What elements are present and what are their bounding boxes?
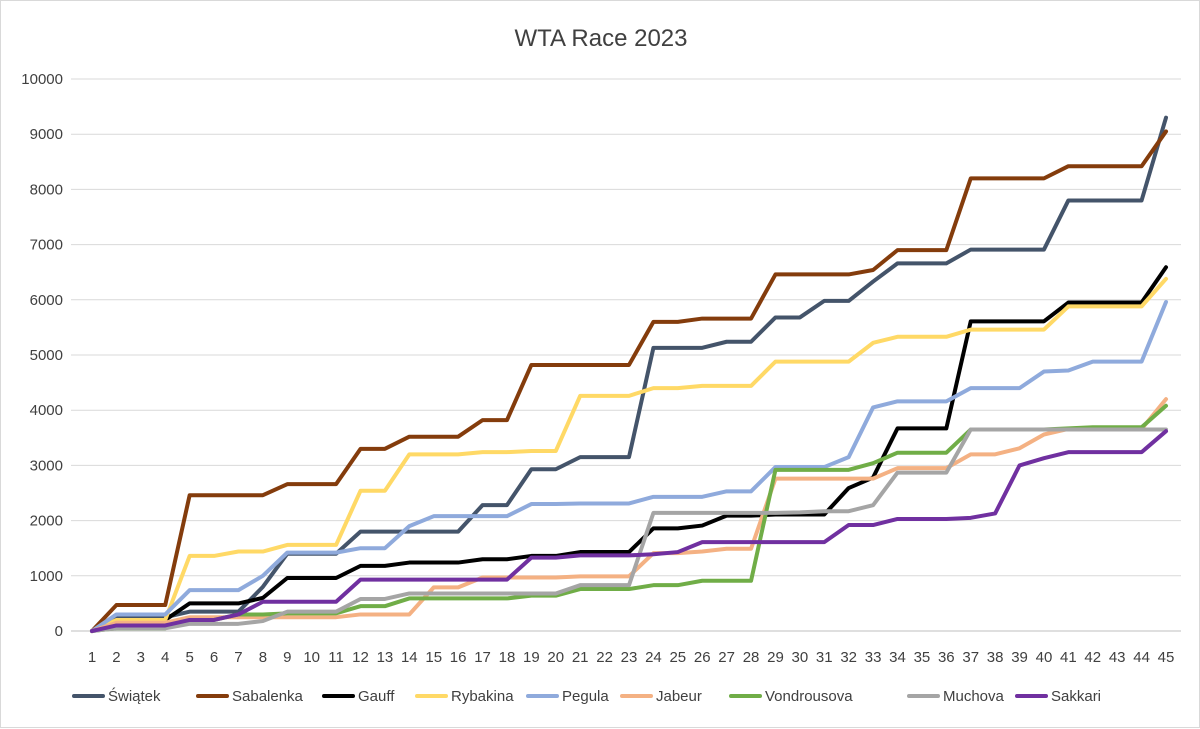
x-tick-label: 26 — [694, 649, 711, 666]
chart-title: WTA Race 2023 — [515, 25, 688, 52]
x-tick-label: 24 — [645, 649, 662, 666]
x-tick-label: 9 — [283, 649, 291, 666]
x-tick-label: 36 — [938, 649, 955, 666]
series-line-4 — [90, 300, 1168, 633]
x-tick-label: 20 — [547, 649, 564, 666]
series-line-0 — [90, 115, 1168, 633]
x-tick-label: 1 — [88, 649, 96, 666]
x-tick-label: 37 — [962, 649, 979, 666]
series-line-2 — [90, 265, 1168, 633]
series-lines — [90, 115, 1168, 633]
legend-label: Vondrousova — [765, 688, 853, 705]
legend-label: Pegula — [562, 688, 609, 705]
y-tick-label: 8000 — [30, 181, 63, 198]
y-tick-label: 6000 — [30, 292, 63, 309]
y-axis-tick-labels: 0 1000 2000 3000 4000 5000 6000 7000 8000 9000 100… — [21, 71, 63, 640]
y-tick-label: 1000 — [30, 568, 63, 585]
x-tick-label: 23 — [621, 649, 638, 666]
x-tick-label: 11 — [328, 649, 344, 666]
x-tick-label: 17 — [474, 649, 491, 666]
x-tick-label: 31 — [816, 649, 833, 666]
x-tick-label: 5 — [185, 649, 193, 666]
y-tick-label: 4000 — [30, 402, 63, 419]
x-tick-label: 25 — [669, 649, 686, 666]
legend-label: Sakkari — [1051, 688, 1101, 705]
x-tick-label: 30 — [792, 649, 809, 666]
legend-label: Sabalenka — [232, 688, 304, 705]
x-axis-tick-labels: 1 2 3 4 5 6 7 8 9 10 11 12 13 14 15 16 17 18 19 20 21 22 23 24 2… — [88, 649, 1175, 666]
legend-label: Świątek — [108, 687, 161, 705]
x-tick-label: 12 — [352, 649, 369, 666]
gridlines — [71, 78, 1181, 577]
series-line-7 — [90, 427, 1168, 633]
y-tick-label: 5000 — [30, 347, 63, 364]
x-tick-label: 41 — [1060, 649, 1077, 666]
x-tick-label: 32 — [840, 649, 857, 666]
x-tick-label: 35 — [914, 649, 931, 666]
x-tick-label: 18 — [499, 649, 516, 666]
x-tick-label: 39 — [1011, 649, 1028, 666]
x-tick-label: 34 — [889, 649, 906, 666]
x-tick-label: 2 — [112, 649, 120, 666]
series-line-1 — [90, 129, 1168, 633]
y-tick-label: 3000 — [30, 457, 63, 474]
legend-label: Jabeur — [656, 688, 702, 705]
x-tick-label: 33 — [865, 649, 882, 666]
x-tick-label: 6 — [210, 649, 218, 666]
x-tick-label: 28 — [743, 649, 760, 666]
x-tick-label: 13 — [377, 649, 394, 666]
y-tick-label: 0 — [55, 623, 63, 640]
x-tick-label: 45 — [1158, 649, 1175, 666]
x-tick-label: 29 — [767, 649, 784, 666]
x-tick-label: 19 — [523, 649, 540, 666]
legend-label: Muchova — [943, 688, 1005, 705]
y-tick-label: 2000 — [30, 513, 63, 530]
x-tick-label: 43 — [1109, 649, 1126, 666]
x-tick-label: 14 — [401, 649, 418, 666]
x-tick-label: 4 — [161, 649, 169, 666]
legend-label: Gauff — [358, 688, 395, 705]
y-tick-label: 9000 — [30, 126, 63, 143]
x-tick-label: 10 — [303, 649, 320, 666]
x-tick-label: 44 — [1133, 649, 1150, 666]
x-tick-label: 22 — [596, 649, 613, 666]
series-line-3 — [90, 276, 1168, 633]
x-tick-label: 8 — [259, 649, 267, 666]
x-tick-label: 40 — [1036, 649, 1053, 666]
x-tick-label: 15 — [425, 649, 442, 666]
x-tick-label: 21 — [572, 649, 589, 666]
legend-label: Rybakina — [451, 688, 514, 705]
x-tick-label: 27 — [718, 649, 735, 666]
x-tick-label: 3 — [137, 649, 145, 666]
series-line-8 — [90, 429, 1168, 633]
x-tick-label: 7 — [234, 649, 242, 666]
y-tick-label: 7000 — [30, 237, 63, 254]
y-tick-label: 10000 — [21, 71, 63, 88]
legend: Świątek Sabalenka Gauff Rybakina Pegula Jabeu… — [72, 687, 1101, 705]
x-tick-label: 16 — [450, 649, 467, 666]
x-tick-label: 42 — [1084, 649, 1101, 666]
x-tick-label: 38 — [987, 649, 1004, 666]
